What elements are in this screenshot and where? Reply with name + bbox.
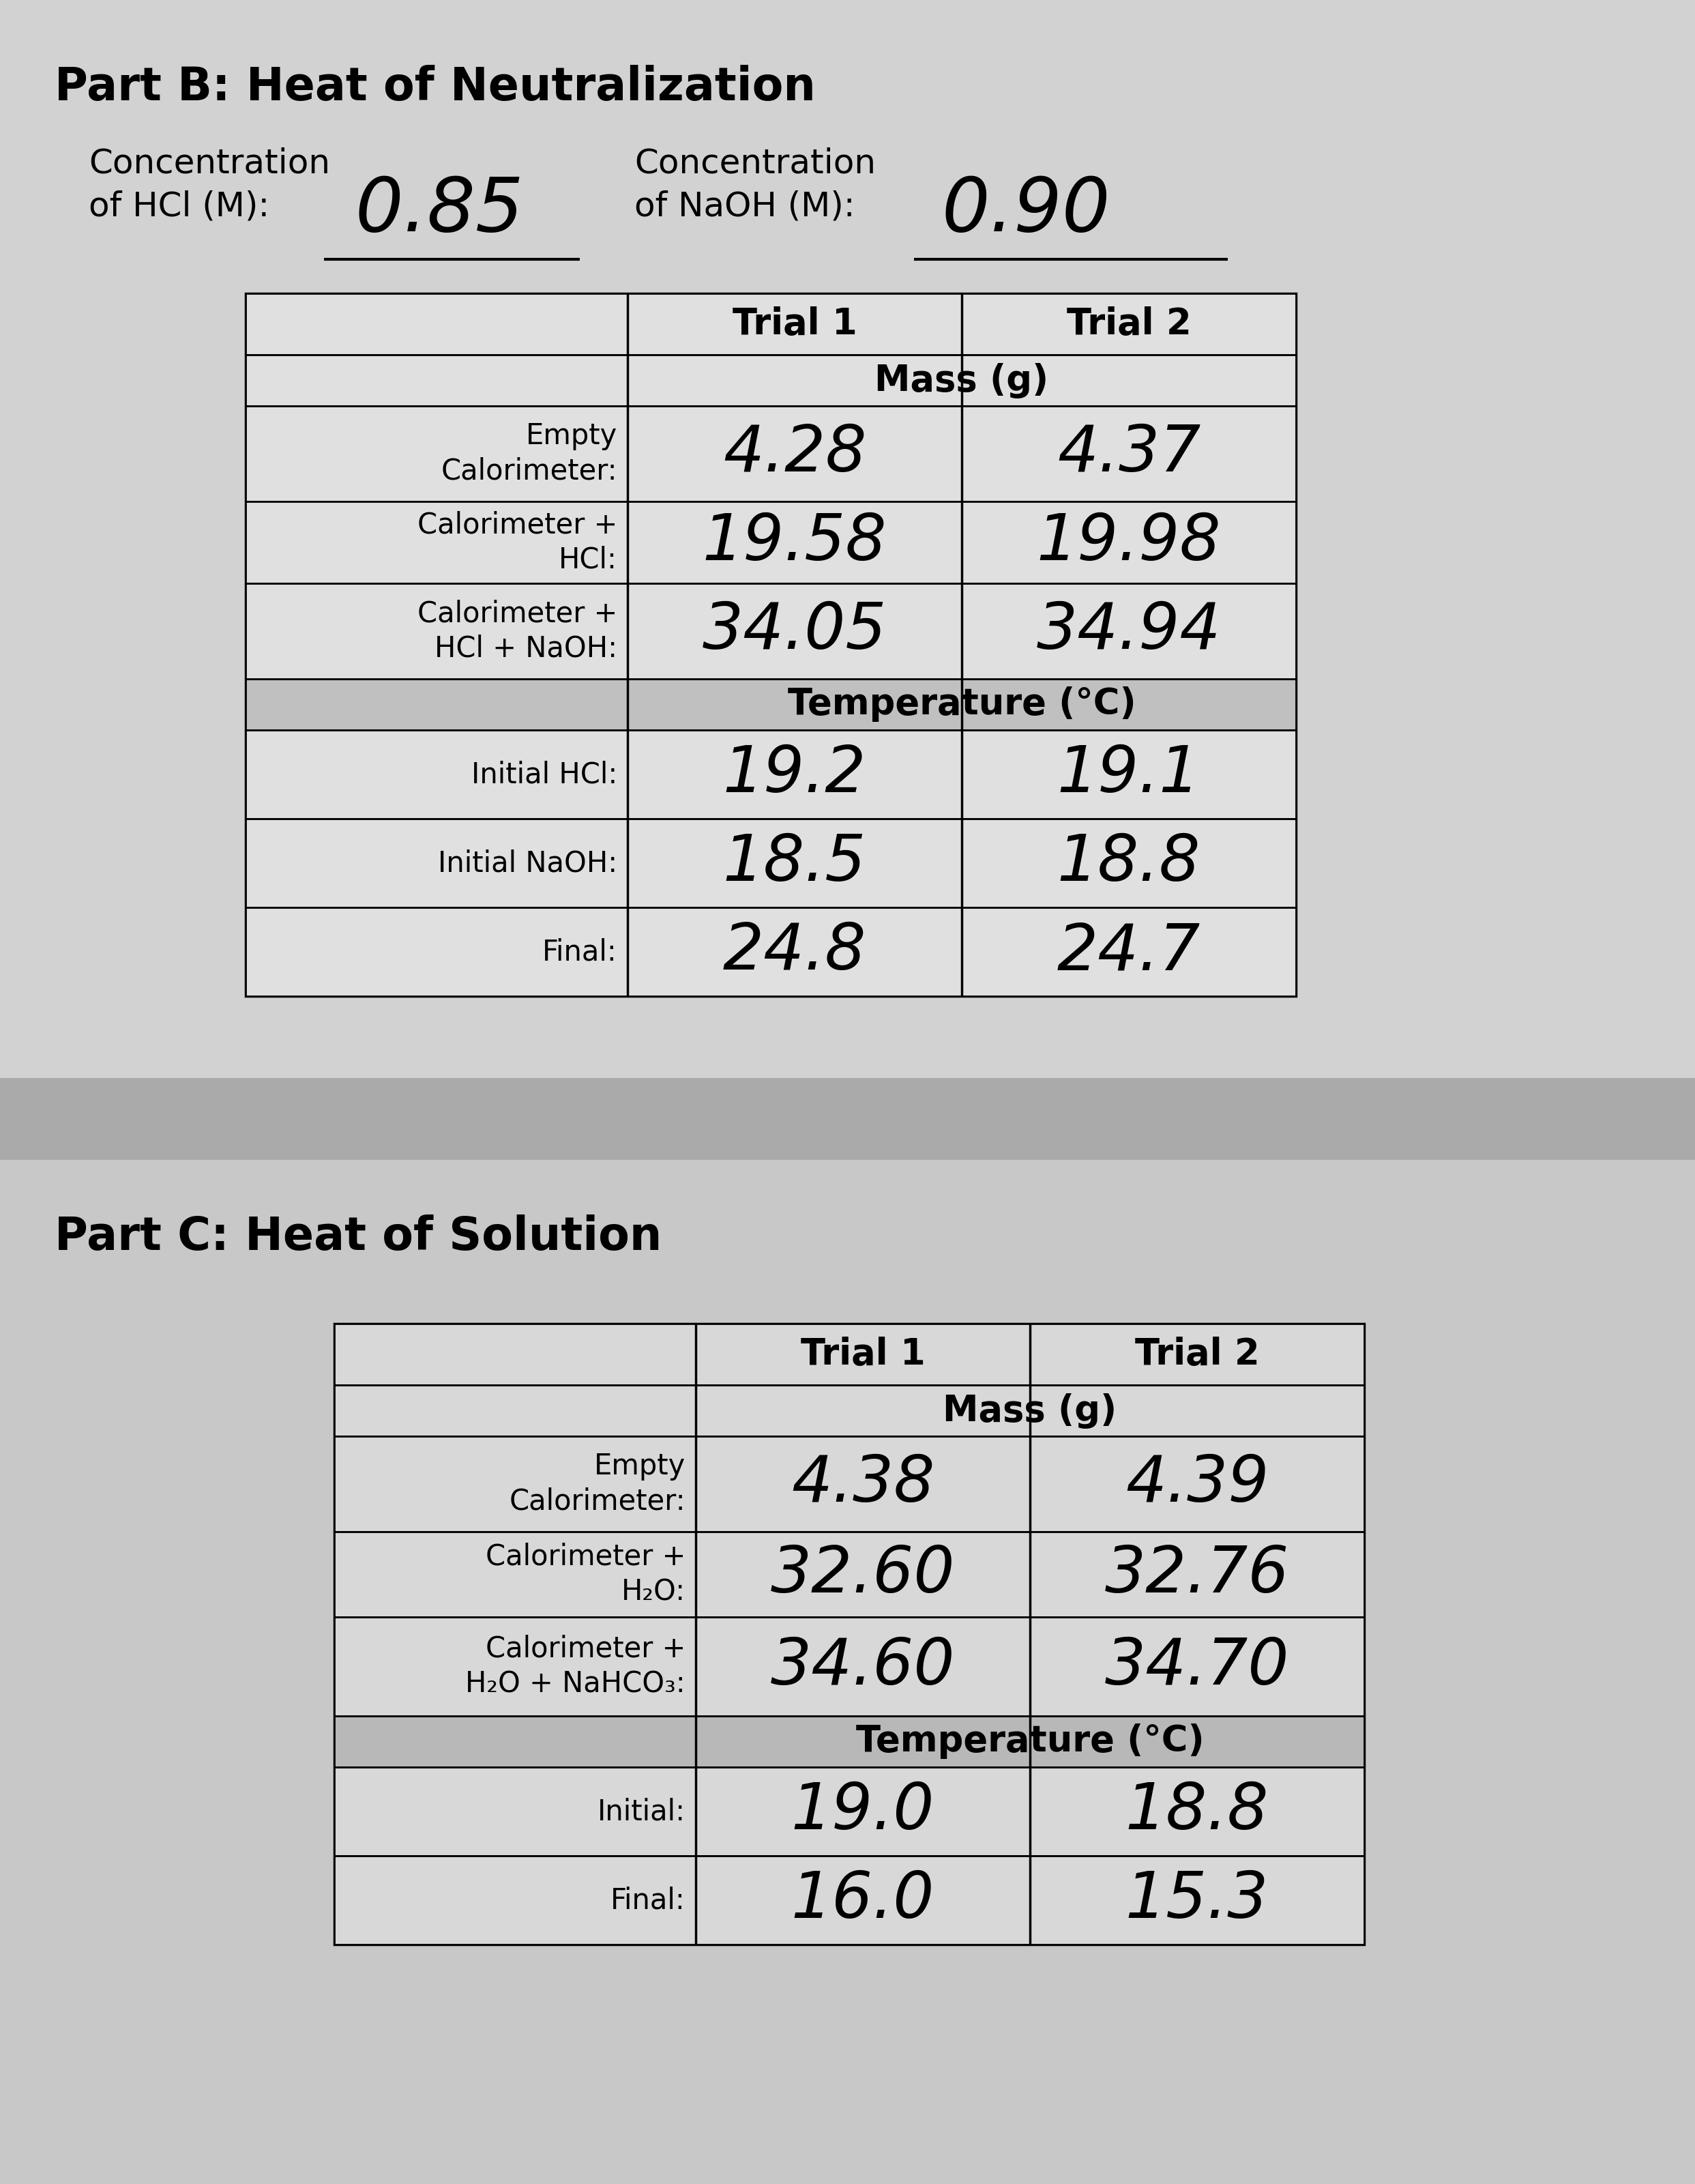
Text: 4.39: 4.39: [1125, 1452, 1270, 1516]
Bar: [246, 583, 1297, 679]
Bar: [334, 1531, 1364, 1616]
Text: Calorimeter +
HCl + NaOH:: Calorimeter + HCl + NaOH:: [417, 598, 617, 664]
Text: Initial NaOH:: Initial NaOH:: [437, 850, 617, 878]
Bar: [246, 406, 1297, 502]
Text: 4.28: 4.28: [722, 424, 866, 485]
Bar: [246, 293, 627, 354]
Bar: [246, 502, 1297, 583]
Text: 34.05: 34.05: [702, 601, 886, 662]
Text: 19.98: 19.98: [1037, 511, 1220, 574]
Bar: [0, 1160, 1695, 2184]
Text: 34.94: 34.94: [1037, 601, 1220, 662]
Bar: [0, 0, 1695, 1147]
Text: Concentration
of NaOH (M):: Concentration of NaOH (M):: [634, 146, 876, 223]
Text: Trial 2: Trial 2: [1066, 306, 1192, 343]
Text: Calorimeter +
HCl:: Calorimeter + HCl:: [417, 511, 617, 574]
Bar: [334, 1324, 695, 1385]
Text: Trial 1: Trial 1: [800, 1337, 925, 1372]
Text: 19.1: 19.1: [1058, 743, 1200, 806]
Text: Temperature (°C): Temperature (°C): [788, 686, 1136, 723]
Bar: [246, 293, 1297, 996]
Text: Calorimeter +
H₂O + NaHCO₃:: Calorimeter + H₂O + NaHCO₃:: [466, 1634, 685, 1699]
Text: 24.8: 24.8: [722, 922, 866, 983]
Text: Final:: Final:: [610, 1885, 685, 1915]
Text: Concentration
of HCl (M):: Concentration of HCl (M):: [88, 146, 331, 223]
Bar: [334, 1856, 1364, 1944]
Text: Empty
Calorimeter:: Empty Calorimeter:: [441, 422, 617, 485]
Text: Empty
Calorimeter:: Empty Calorimeter:: [508, 1452, 685, 1516]
Text: Trial 1: Trial 1: [732, 306, 858, 343]
Bar: [246, 679, 1297, 729]
Text: Initial:: Initial:: [597, 1797, 685, 1826]
Bar: [334, 1717, 1364, 1767]
Bar: [246, 354, 627, 406]
Text: 34.70: 34.70: [1105, 1636, 1290, 1697]
Text: Mass (g): Mass (g): [875, 363, 1049, 397]
Bar: [334, 1324, 1364, 1944]
Bar: [334, 1616, 1364, 1717]
Text: 19.58: 19.58: [702, 511, 886, 574]
Bar: [0, 1079, 1695, 1214]
Text: 4.37: 4.37: [1058, 424, 1200, 485]
Text: 4.38: 4.38: [792, 1452, 934, 1516]
Text: 18.8: 18.8: [1125, 1780, 1270, 1843]
Text: Part C: Heat of Solution: Part C: Heat of Solution: [54, 1214, 661, 1260]
Text: Final:: Final:: [542, 937, 617, 965]
Text: 32.76: 32.76: [1105, 1544, 1290, 1605]
Bar: [334, 1437, 1364, 1531]
Text: 0.90: 0.90: [941, 175, 1110, 247]
Bar: [334, 1767, 1364, 1856]
Bar: [246, 729, 1297, 819]
Text: 34.60: 34.60: [771, 1636, 954, 1697]
Text: Mass (g): Mass (g): [942, 1393, 1117, 1428]
Text: Part B: Heat of Neutralization: Part B: Heat of Neutralization: [54, 66, 815, 109]
Text: Temperature (°C): Temperature (°C): [856, 1723, 1203, 1760]
Text: 32.60: 32.60: [771, 1544, 954, 1605]
Text: 15.3: 15.3: [1125, 1870, 1270, 1931]
Bar: [695, 1324, 1364, 1385]
Text: 18.8: 18.8: [1058, 832, 1200, 893]
Bar: [334, 1385, 695, 1437]
Text: Initial HCl:: Initial HCl:: [471, 760, 617, 788]
Bar: [627, 293, 1297, 354]
Bar: [695, 1385, 1364, 1437]
Bar: [246, 819, 1297, 906]
Bar: [246, 906, 1297, 996]
Text: 19.2: 19.2: [722, 743, 866, 806]
Text: Trial 2: Trial 2: [1134, 1337, 1259, 1372]
Text: 18.5: 18.5: [722, 832, 866, 893]
Text: 24.7: 24.7: [1058, 922, 1200, 983]
Text: Calorimeter +
H₂O:: Calorimeter + H₂O:: [485, 1542, 685, 1607]
Text: 0.85: 0.85: [354, 175, 524, 247]
Bar: [627, 354, 1297, 406]
Text: 16.0: 16.0: [792, 1870, 934, 1931]
Text: 19.0: 19.0: [792, 1780, 934, 1843]
